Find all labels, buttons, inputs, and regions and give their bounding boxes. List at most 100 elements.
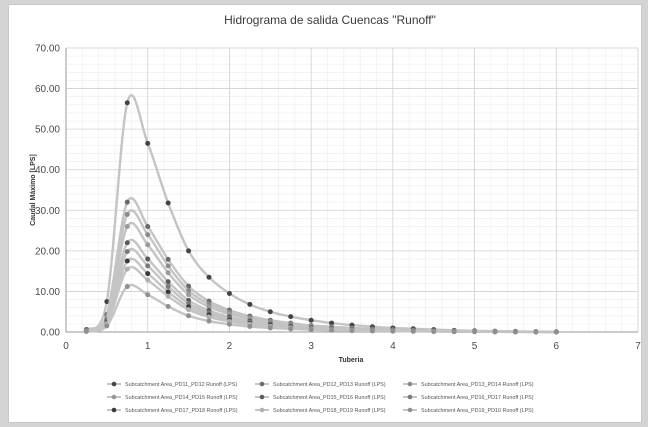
data-point bbox=[206, 318, 212, 324]
legend-item: Subcatchment Area_PD13_PD14 Runoff (LPS) bbox=[403, 381, 534, 388]
legend-swatch-marker bbox=[111, 407, 117, 413]
data-point bbox=[369, 328, 375, 334]
data-point bbox=[492, 329, 498, 335]
data-point bbox=[145, 232, 151, 238]
legend-item: Subcatchment Area_PD18_PD19 Runoff (LPS) bbox=[255, 407, 386, 414]
data-point bbox=[206, 304, 212, 310]
y-tick-label: 10.00 bbox=[35, 287, 60, 298]
x-tick-label: 7 bbox=[635, 341, 641, 352]
grid bbox=[65, 47, 639, 333]
series-line bbox=[85, 94, 557, 333]
data-point bbox=[247, 301, 253, 307]
legend-item: Subcatchment Area_PD16_PD17 Runoff (LPS) bbox=[403, 394, 534, 401]
data-point bbox=[390, 328, 396, 334]
y-tick-label: 40.00 bbox=[35, 165, 60, 176]
legend-item: Subcatchment Area_PD19_PD10 Runoff (LPS) bbox=[403, 407, 534, 414]
data-point bbox=[124, 249, 130, 255]
legend-item: Subcatchment Area_PD14_PD15 Runoff (LPS) bbox=[107, 394, 238, 401]
data-point bbox=[329, 327, 335, 333]
series-9 bbox=[83, 283, 559, 335]
legend-swatch-marker bbox=[407, 381, 413, 387]
data-point bbox=[165, 200, 171, 206]
series-8 bbox=[83, 265, 559, 335]
data-point bbox=[308, 317, 314, 323]
data-point bbox=[145, 271, 151, 277]
series-line bbox=[86, 283, 557, 334]
chart-title: Hidrograma de salida Cuencas "Runoff" bbox=[224, 13, 436, 27]
legend-label: Subcatchment Area_PD19_PD10 Runoff (LPS) bbox=[421, 408, 534, 414]
y-tick-label: 50.00 bbox=[35, 125, 60, 136]
data-point bbox=[124, 258, 130, 264]
axes bbox=[65, 48, 638, 333]
x-tick-label: 5 bbox=[472, 341, 478, 352]
data-point bbox=[165, 284, 171, 290]
data-point bbox=[431, 329, 437, 335]
legend-swatch-marker bbox=[111, 394, 117, 400]
data-point bbox=[104, 323, 110, 329]
legend-label: Subcatchment Area_PD13_PD14 Runoff (LPS) bbox=[421, 382, 534, 388]
series-line bbox=[85, 209, 557, 334]
legend-label: Subcatchment Area_PD18_PD19 Runoff (LPS) bbox=[273, 408, 386, 414]
data-point bbox=[186, 313, 192, 319]
x-tick-label: 2 bbox=[227, 341, 233, 352]
y-tick-label: 20.00 bbox=[35, 246, 60, 257]
data-point bbox=[186, 283, 192, 289]
data-point bbox=[186, 248, 192, 254]
series-group bbox=[83, 94, 559, 335]
data-point bbox=[124, 211, 130, 217]
data-point bbox=[145, 263, 151, 269]
data-point bbox=[165, 270, 171, 276]
x-tick-label: 6 bbox=[554, 341, 560, 352]
data-point bbox=[410, 328, 416, 334]
data-point bbox=[165, 289, 171, 295]
data-point bbox=[83, 328, 89, 334]
legend-item: Subcatchment Area_PD17_PD18 Runoff (LPS) bbox=[107, 407, 238, 414]
data-point bbox=[553, 329, 559, 335]
legend-label: Subcatchment Area_PD17_PD18 Runoff (LPS) bbox=[125, 408, 238, 414]
data-point bbox=[288, 326, 294, 332]
data-point bbox=[451, 329, 457, 335]
data-point bbox=[308, 327, 314, 333]
data-point bbox=[104, 299, 110, 305]
legend-label: Subcatchment Area_PD12_PD13 Runoff (LPS) bbox=[273, 382, 386, 388]
legend-label: Subcatchment Area_PD15_PD16 Runoff (LPS) bbox=[273, 395, 386, 401]
x-axis-label: Tuberia bbox=[339, 357, 364, 364]
data-point bbox=[124, 240, 130, 246]
data-point bbox=[349, 328, 355, 334]
data-point bbox=[329, 320, 335, 326]
tick-labels: 0.00 10.00 20.00 30.00 40.00 50.00 60.00 70.00 0… bbox=[35, 44, 641, 353]
legend-label: Subcatchment Area_PD14_PD15 Runoff (LPS) bbox=[125, 395, 238, 401]
data-point bbox=[165, 293, 171, 299]
data-point bbox=[124, 266, 130, 272]
x-tick-label: 4 bbox=[390, 341, 396, 352]
data-point bbox=[533, 329, 539, 335]
data-point bbox=[124, 100, 130, 106]
data-point bbox=[145, 292, 151, 298]
legend-label: Subcatchment Area_PD11_PD12 Runoff (LPS) bbox=[125, 382, 237, 388]
data-point bbox=[186, 288, 192, 294]
y-tick-label: 0.00 bbox=[41, 328, 61, 339]
data-point bbox=[186, 292, 192, 298]
data-point bbox=[267, 325, 273, 331]
data-point bbox=[472, 329, 478, 335]
data-point bbox=[165, 263, 171, 269]
y-axis-label: Caudal Máximo [LPS] bbox=[30, 154, 37, 226]
legend-swatch-marker bbox=[407, 407, 413, 413]
legend-swatch-marker bbox=[259, 407, 265, 413]
chart-panel bbox=[8, 4, 642, 423]
data-point bbox=[124, 284, 130, 290]
data-point bbox=[165, 256, 171, 262]
data-point bbox=[226, 290, 232, 296]
legend-swatch-marker bbox=[111, 381, 117, 387]
data-point bbox=[124, 199, 130, 205]
legend-item: Subcatchment Area_PD15_PD16 Runoff (LPS) bbox=[255, 394, 386, 401]
legend-swatch-marker bbox=[259, 394, 265, 400]
legend: Subcatchment Area_PD11_PD12 Runoff (LPS)… bbox=[107, 381, 534, 414]
data-point bbox=[165, 303, 171, 309]
data-point bbox=[186, 307, 192, 313]
x-tick-label: 1 bbox=[145, 341, 151, 352]
data-point bbox=[145, 224, 151, 230]
data-point bbox=[512, 329, 518, 335]
